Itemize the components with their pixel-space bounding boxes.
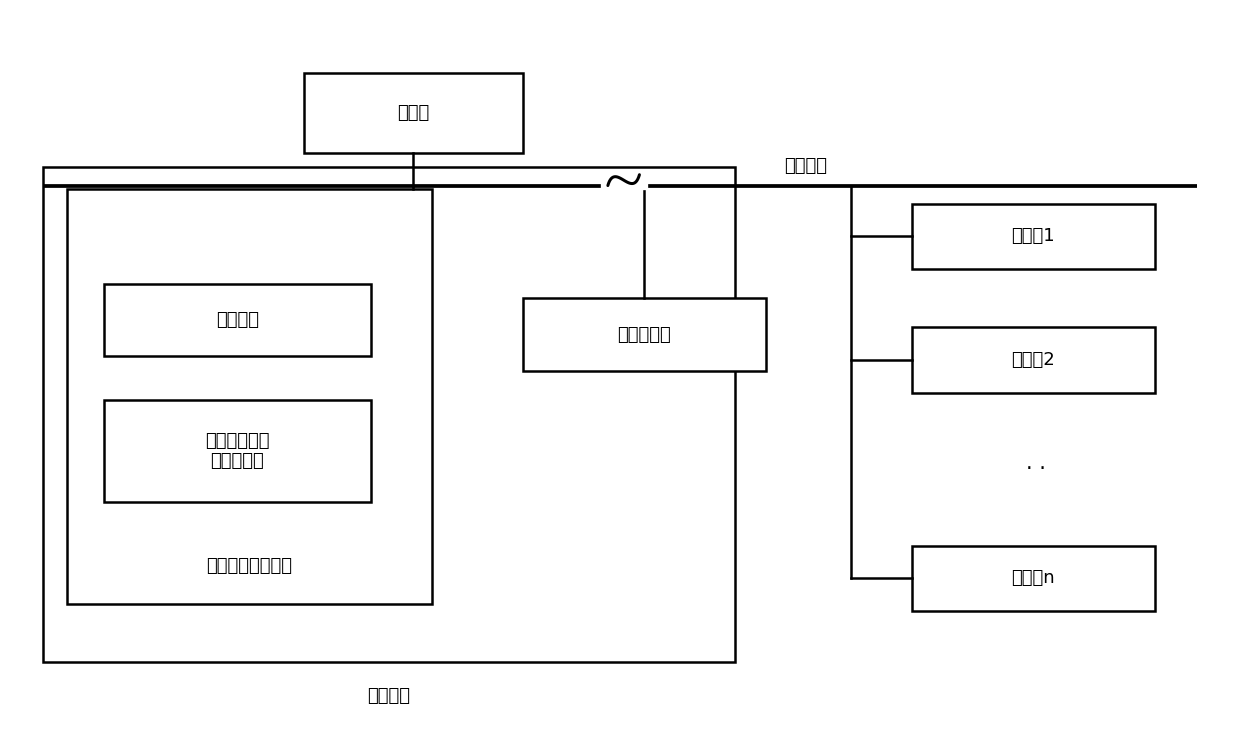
Text: 电子装置: 电子装置	[367, 687, 410, 706]
Text: 内部存储器: 内部存储器	[618, 326, 671, 344]
Text: 系统总线: 系统总线	[784, 157, 827, 174]
Bar	[67, 189, 432, 604]
Text: 处理器: 处理器	[397, 104, 429, 122]
Bar	[911, 204, 1154, 269]
Bar	[103, 283, 371, 356]
Bar	[42, 168, 735, 662]
Text: 操作系统: 操作系统	[216, 311, 259, 329]
Bar	[304, 73, 523, 153]
Text: 传感器1: 传感器1	[1012, 228, 1055, 246]
Text: 传感器n: 传感器n	[1012, 569, 1055, 587]
Bar	[103, 400, 371, 502]
Text: · ·: · ·	[1025, 459, 1045, 479]
Bar	[523, 298, 766, 371]
Bar	[911, 327, 1154, 393]
Text: 传感器2: 传感器2	[1012, 351, 1055, 369]
Text: 自适应车辆动
态控制装置: 自适应车辆动 态控制装置	[205, 432, 269, 470]
Bar	[911, 545, 1154, 611]
Text: 非易失性存储介质: 非易失性存储介质	[206, 556, 293, 574]
